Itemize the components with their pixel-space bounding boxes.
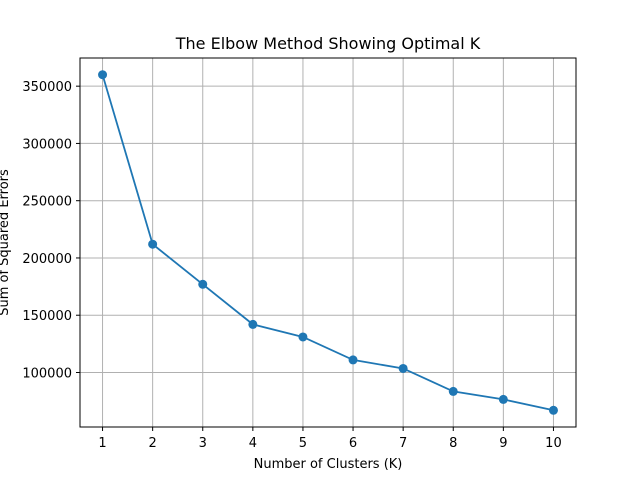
y-tick-label: 300000 [22, 137, 72, 152]
data-point [398, 363, 408, 373]
x-tick-label: 2 [149, 436, 157, 451]
data-point [198, 279, 208, 289]
x-tick-label: 3 [199, 436, 207, 451]
grid-lines [80, 58, 576, 427]
x-tick-label: 8 [449, 436, 457, 451]
x-tick-label: 5 [299, 436, 307, 451]
x-tick-label: 4 [249, 436, 257, 451]
data-point [348, 355, 358, 365]
x-tick-label: 6 [349, 436, 357, 451]
y-axis-label: Sum of Squared Errors [0, 169, 12, 316]
series-line [101, 74, 554, 412]
y-tick-label: 150000 [22, 309, 72, 324]
axis-ticks: 1 2 3 4 5 6 7 8 9 10 100000 150000 200000 250000 30000… [22, 80, 561, 451]
x-tick-label: 9 [499, 436, 507, 451]
x-axis-label: Number of Clusters (K) [254, 457, 403, 472]
x-tick-label: 1 [98, 436, 106, 451]
y-tick-label: 350000 [22, 80, 72, 95]
y-tick-label: 250000 [22, 195, 72, 210]
x-tick-label: 7 [399, 436, 407, 451]
y-tick-label: 100000 [22, 366, 72, 381]
data-point [448, 386, 458, 396]
plot-frame [79, 57, 577, 428]
data-point [148, 239, 158, 249]
y-tick-label: 200000 [22, 252, 72, 267]
data-point [298, 332, 308, 342]
data-point [98, 70, 108, 80]
chart-title: The Elbow Method Showing Optimal K [175, 34, 481, 53]
data-series [98, 70, 558, 415]
data-point [548, 405, 558, 415]
x-tick-label: 10 [545, 436, 562, 451]
data-point [248, 319, 258, 329]
data-point [498, 394, 508, 404]
